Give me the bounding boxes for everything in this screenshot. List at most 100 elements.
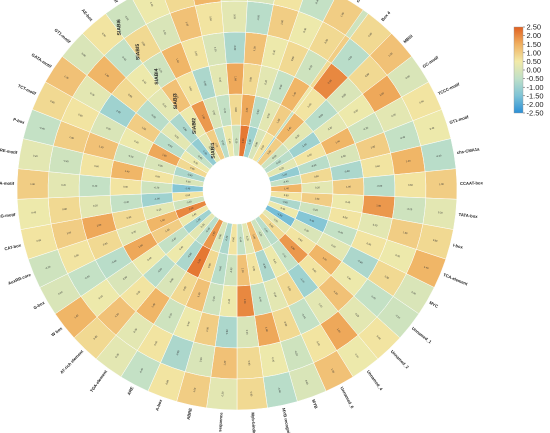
cell-value-label: -0.80 (357, 259, 364, 265)
category-label: GATA-motif (31, 52, 53, 69)
cell-value-label: 0.20 (438, 211, 444, 215)
cell-value-label: 0.20 (218, 77, 222, 83)
category-label: Box 4 (380, 10, 392, 22)
cell-value-label: 0.20 (174, 134, 180, 140)
cell-value-label: -0.40 (39, 126, 46, 131)
cell-value-label: 0.20 (318, 303, 324, 309)
cell-value-label: 0.80 (432, 239, 438, 243)
cell-value-label: 0.40 (345, 201, 351, 205)
cell-value-label: 0.60 (123, 186, 128, 189)
cell-value-label: 0.20 (279, 166, 285, 171)
cell-value-label: 0.20 (391, 113, 397, 118)
cell-value-label: -0.80 (233, 45, 236, 51)
cell-value-label: 0.80 (183, 285, 188, 291)
cell-value-label: -0.20 (294, 350, 299, 357)
cell-value-label: 0.80 (141, 41, 146, 47)
cell-value-label: 0.80 (324, 38, 329, 44)
cell-value-label: 1.00 (340, 11, 345, 17)
cell-value-label: 0.20 (133, 327, 139, 333)
cell-value-label: -0.60 (347, 55, 353, 62)
cell-value-label: -0.40 (399, 136, 406, 141)
cell-value-label: 0.60 (307, 102, 313, 108)
cell-value-label: 0.00 (106, 127, 112, 132)
category-label: G-box (33, 300, 47, 311)
cell-value-label: -0.80 (225, 235, 229, 242)
cell-value-label: 1.20 (114, 312, 120, 318)
cell-value-label: -0.20 (124, 15, 130, 22)
cell-value-label: -0.20 (45, 265, 52, 270)
cell-value-label: 0.20 (266, 113, 271, 119)
cell-value-label: -0.60 (220, 140, 225, 147)
cell-value-label: 0.60 (94, 165, 100, 169)
cell-value-label: 0.60 (342, 216, 348, 220)
category-label: GC-motif (422, 55, 440, 69)
cell-value-label: -0.60 (311, 163, 318, 168)
cell-value-label: 1.80 (212, 230, 217, 236)
cell-value-label: -0.40 (121, 55, 127, 62)
category-label: ATC-motif (104, 0, 119, 4)
cell-value-label: 0.20 (327, 126, 333, 131)
cell-value-label: 0.00 (254, 141, 259, 147)
cell-value-label: -0.40 (370, 295, 377, 301)
cell-value-label: 1.00 (165, 228, 171, 233)
cell-value-label: -1.40 (185, 187, 191, 190)
cell-value-label: -1.20 (281, 173, 288, 178)
cell-value-label: -1.60 (277, 212, 284, 218)
cell-value-label: 0.80 (50, 100, 56, 105)
cell-value-label: 1.40 (284, 187, 289, 190)
category-label: Unnamed_6 (339, 386, 355, 410)
color-scale-tick-label: -2.50 (527, 109, 544, 118)
cell-value-label: -0.40 (123, 201, 129, 205)
cell-value-label: 0.20 (273, 292, 278, 298)
cell-value-label: 0.80 (384, 275, 390, 280)
cell-value-label: 1.80 (376, 204, 382, 208)
cell-value-label: 1.00 (206, 326, 210, 332)
cell-value-label: 0.20 (61, 184, 66, 187)
cell-value-label: 0.60 (188, 86, 193, 92)
cell-value-label: 0.20 (245, 236, 249, 242)
cell-value-label: -0.60 (257, 14, 261, 20)
cell-value-label: 1.20 (63, 75, 69, 80)
cell-value-label: 0.60 (366, 242, 372, 247)
cell-value-label: 0.40 (193, 160, 199, 165)
cell-value-label: 0.60 (260, 144, 265, 150)
cell-value-label: 0.00 (186, 180, 192, 184)
color-scale-tick-label: -2.00 (527, 100, 544, 109)
cell-value-label: -0.20 (394, 314, 401, 320)
cell-value-label: 0.80 (208, 262, 213, 268)
cell-value-label: 0.20 (330, 244, 336, 249)
cell-value-label: 0.20 (156, 208, 162, 212)
cell-value-label: 1.80 (201, 114, 206, 120)
cell-value-label: -0.60 (111, 259, 118, 265)
cell-value-label: -0.80 (344, 170, 351, 174)
cell-value-label: -0.40 (283, 180, 290, 184)
color-scale-legend: 2.502.001.501.000.500.00-0.50-1.00-1.50-… (513, 23, 544, 118)
cell-value-label: 1.20 (174, 93, 179, 99)
category-label: I-box (453, 242, 465, 249)
category-label: GT1-motif (449, 114, 470, 125)
cell-value-label: -0.20 (168, 312, 174, 319)
cell-value-label: 1.40 (406, 159, 412, 163)
cell-value-label: 1.20 (185, 21, 189, 27)
cell-value-label: 0.40 (354, 353, 360, 359)
cell-value-label: -0.60 (218, 265, 222, 272)
cell-value-label: 0.00 (245, 330, 248, 336)
cell-value-label: -0.20 (186, 200, 193, 204)
color-scale-tick-label: 0.50 (527, 57, 542, 66)
cell-value-label: -0.20 (157, 67, 163, 74)
cell-value-label: -0.40 (301, 313, 307, 320)
category-label: GT1-motif (53, 27, 72, 44)
cell-value-label: -0.60 (318, 113, 325, 119)
cell-value-label: 0.20 (221, 391, 224, 397)
cell-value-label: 1.40 (423, 266, 429, 271)
cell-value-label: -0.60 (157, 267, 163, 273)
cell-value-label: 0.20 (264, 79, 268, 85)
cell-value-label: -0.80 (262, 263, 267, 270)
category-label: CAT-box (4, 242, 22, 251)
cell-value-label: 0.60 (185, 194, 191, 198)
cell-value-label: 0.60 (194, 51, 198, 57)
cell-value-label: 0.40 (147, 256, 153, 262)
cell-value-label: 0.60 (376, 335, 382, 341)
cell-value-label: 0.00 (213, 47, 217, 53)
cell-value-label: 1.60 (138, 244, 144, 249)
